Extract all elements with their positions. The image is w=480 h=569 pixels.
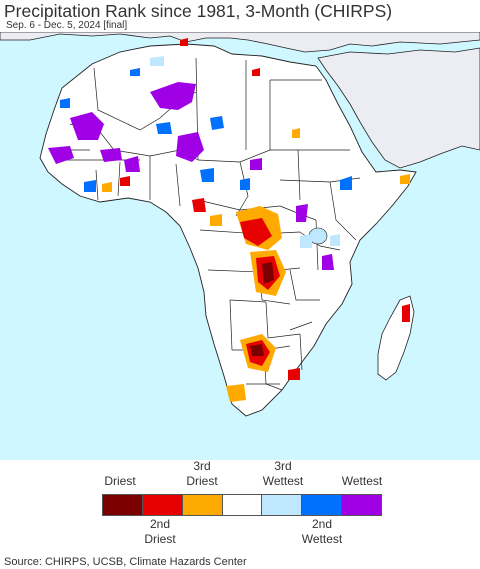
legend-swatch-driest bbox=[103, 495, 143, 515]
legend-label-driest-text: Driest bbox=[104, 474, 136, 488]
legend-label-wettest: Wettest bbox=[322, 474, 402, 489]
wet-patches bbox=[60, 68, 352, 192]
legend-label-3rd-driest-line2: Driest bbox=[186, 474, 218, 488]
moderately-wet-patches bbox=[150, 56, 340, 248]
legend-label-3rd-driest: 3rd Driest bbox=[162, 459, 242, 489]
legend-label-3rd-wettest: 3rd Wettest bbox=[243, 459, 323, 489]
legend-swatch-3rd-wettest bbox=[262, 495, 303, 515]
legend-label-3rd-driest-line1: 3rd bbox=[193, 459, 211, 473]
legend-label-2nd-wettest: 2nd Wettest bbox=[282, 517, 362, 547]
legend-label-2nd-driest: 2nd Driest bbox=[120, 517, 200, 547]
legend-swatch-3rd-driest bbox=[182, 495, 223, 515]
legend-swatch-wettest bbox=[342, 495, 382, 515]
map-subtitle: Sep. 6 - Dec. 5, 2024 [final] bbox=[6, 20, 128, 31]
legend-label-wettest-text: Wettest bbox=[341, 474, 383, 488]
legend-swatch-2nd-driest bbox=[142, 495, 183, 515]
legend-color-bar bbox=[102, 494, 382, 516]
africa-map-svg bbox=[0, 32, 480, 460]
legend-label-2nd-wettest-line2: Wettest bbox=[301, 532, 343, 546]
legend-label-2nd-wettest-line1: 2nd bbox=[311, 517, 333, 531]
legend-label-2nd-driest-line1: 2nd bbox=[149, 517, 171, 531]
legend-swatch-normal bbox=[222, 495, 263, 515]
precipitation-map bbox=[0, 32, 480, 460]
europe-landmass bbox=[0, 32, 480, 53]
legend-swatch-2nd-wettest bbox=[302, 495, 343, 515]
legend-label-3rd-wettest-line1: 3rd bbox=[274, 459, 292, 473]
map-title: Precipitation Rank since 1981, 3-Month (… bbox=[4, 1, 393, 21]
legend-label-2nd-driest-line2: Driest bbox=[144, 532, 176, 546]
legend-label-3rd-wettest-line2: Wettest bbox=[262, 474, 304, 488]
legend-label-driest: Driest bbox=[80, 474, 160, 489]
africa-landmass bbox=[39, 43, 417, 417]
source-credit: Source: CHIRPS, UCSB, Climate Hazards Ce… bbox=[4, 556, 247, 568]
dry-patches bbox=[102, 38, 410, 402]
arabia-landmass bbox=[317, 47, 480, 169]
wettest-patches bbox=[48, 82, 334, 270]
